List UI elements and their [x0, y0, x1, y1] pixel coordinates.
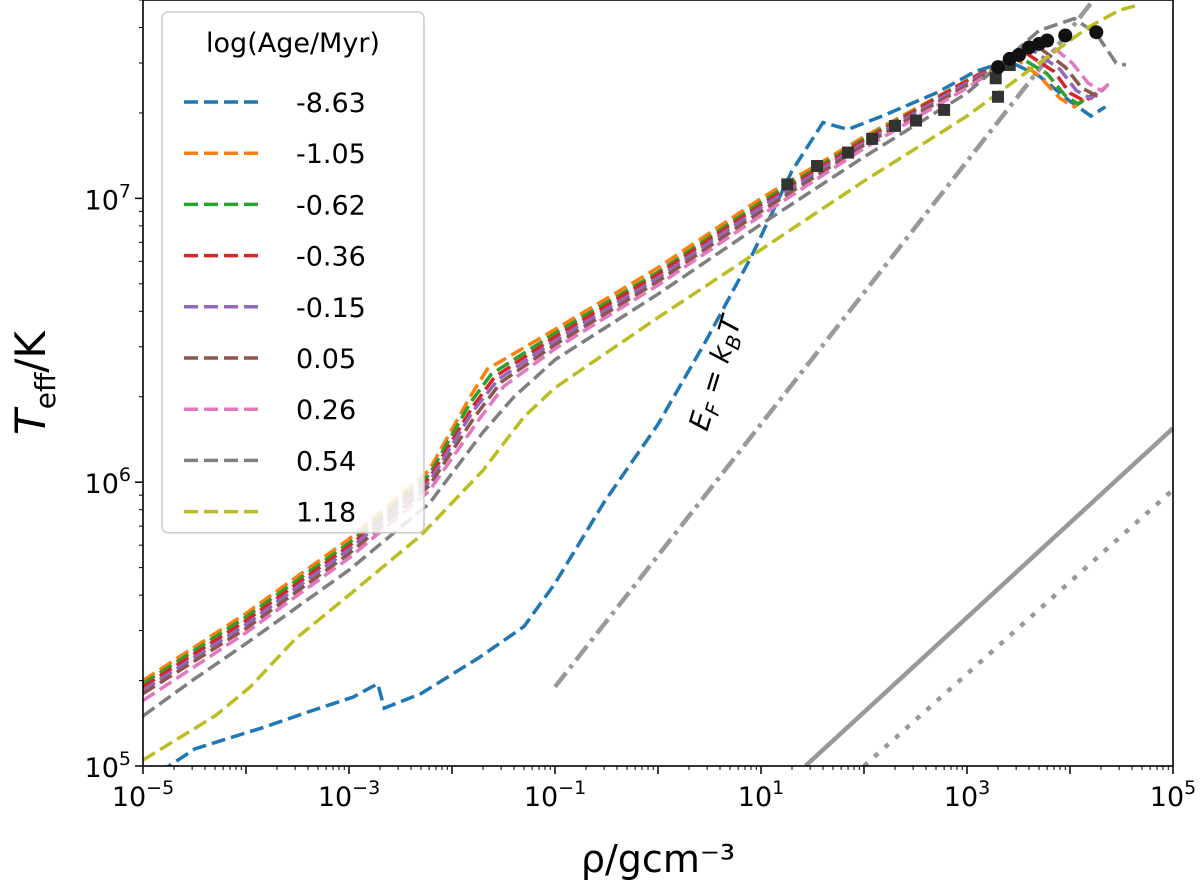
square-marker [889, 119, 902, 132]
dot-marker [1058, 28, 1073, 43]
legend-label: 0.26 [296, 395, 356, 426]
square-marker [989, 72, 1002, 85]
x-tick-label: 10−3 [318, 777, 380, 813]
legend: log(Age/Myr) -8.63 -1.05 -0.62 -0.36 -0.15 0.0… [161, 11, 425, 534]
y-axis-label: Teff/K [6, 330, 62, 435]
legend-label: -0.62 [296, 190, 366, 221]
dot-marker [991, 60, 1006, 75]
legend-box [161, 11, 425, 534]
legend-label: 1.18 [296, 498, 356, 529]
x-tick-label: 105 [1150, 777, 1196, 813]
y-tick-label: 105 [85, 748, 131, 784]
square-marker [811, 160, 824, 173]
reference-line-dotted [862, 488, 1173, 766]
reference-line-dash-dot [553, 0, 1097, 689]
square-marker [842, 146, 855, 159]
square-marker [910, 114, 923, 127]
reference-line-solid [803, 426, 1173, 766]
legend-label: 0.54 [296, 446, 356, 477]
y-tick-label: 106 [85, 464, 131, 500]
legend-label: 0.05 [296, 344, 356, 375]
legend-label: -0.36 [296, 242, 366, 273]
axes: 10−5 10−3 10−1 101 103 105 105 106 107 ρ/gcm⁻³ Tef… [6, 0, 1196, 881]
series-line-8 [143, 3, 1139, 762]
square-marker [938, 103, 951, 116]
dot-marker [1089, 25, 1104, 40]
x-tick-label: 101 [738, 777, 784, 813]
x-tick-label: 103 [944, 777, 990, 813]
legend-label: -1.05 [296, 139, 366, 170]
legend-title: log(Age/Myr) [206, 28, 380, 59]
x-tick-label: 10−5 [112, 777, 174, 813]
square-marker [866, 132, 879, 145]
fermi-annotation: EF = kBT [682, 310, 752, 435]
square-marker [992, 90, 1005, 103]
x-tick-label: 10−1 [524, 777, 586, 813]
dot-marker [1012, 48, 1027, 63]
square-marker [781, 178, 794, 191]
y-tick-label: 107 [85, 180, 131, 216]
dot-marker [1040, 33, 1055, 48]
x-axis-label: ρ/gcm⁻³ [581, 837, 735, 881]
series-line-7 [143, 16, 1127, 718]
legend-label: -0.15 [296, 293, 366, 324]
legend-label: -8.63 [296, 88, 366, 119]
